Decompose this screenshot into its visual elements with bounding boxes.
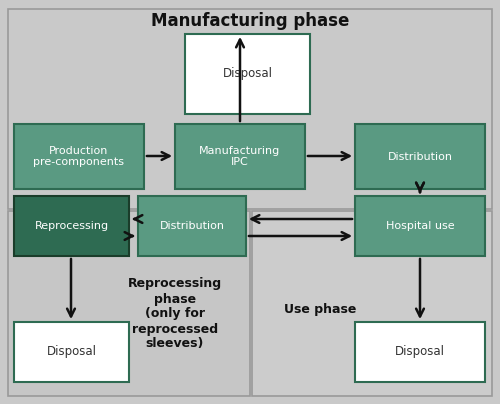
FancyBboxPatch shape <box>14 322 129 382</box>
Text: Disposal: Disposal <box>222 67 272 80</box>
FancyBboxPatch shape <box>355 196 485 256</box>
FancyBboxPatch shape <box>175 124 305 189</box>
Text: Manufacturing phase: Manufacturing phase <box>151 12 349 30</box>
FancyBboxPatch shape <box>138 196 246 256</box>
Text: Disposal: Disposal <box>46 345 96 358</box>
FancyBboxPatch shape <box>185 34 310 114</box>
FancyBboxPatch shape <box>252 211 492 396</box>
FancyBboxPatch shape <box>355 322 485 382</box>
Text: Reprocessing: Reprocessing <box>34 221 108 231</box>
FancyBboxPatch shape <box>8 211 250 396</box>
Text: Use phase: Use phase <box>284 303 356 316</box>
Text: Distribution: Distribution <box>388 152 452 162</box>
FancyBboxPatch shape <box>14 124 144 189</box>
FancyBboxPatch shape <box>355 124 485 189</box>
Text: Manufacturing
IPC: Manufacturing IPC <box>200 146 280 167</box>
Text: Distribution: Distribution <box>160 221 224 231</box>
FancyBboxPatch shape <box>14 196 129 256</box>
Text: Reprocessing
phase
(only for
reprocessed
sleeves): Reprocessing phase (only for reprocessed… <box>128 278 222 351</box>
Text: Hospital use: Hospital use <box>386 221 454 231</box>
FancyBboxPatch shape <box>8 9 492 209</box>
Text: Disposal: Disposal <box>395 345 445 358</box>
Text: Production
pre-components: Production pre-components <box>34 146 124 167</box>
